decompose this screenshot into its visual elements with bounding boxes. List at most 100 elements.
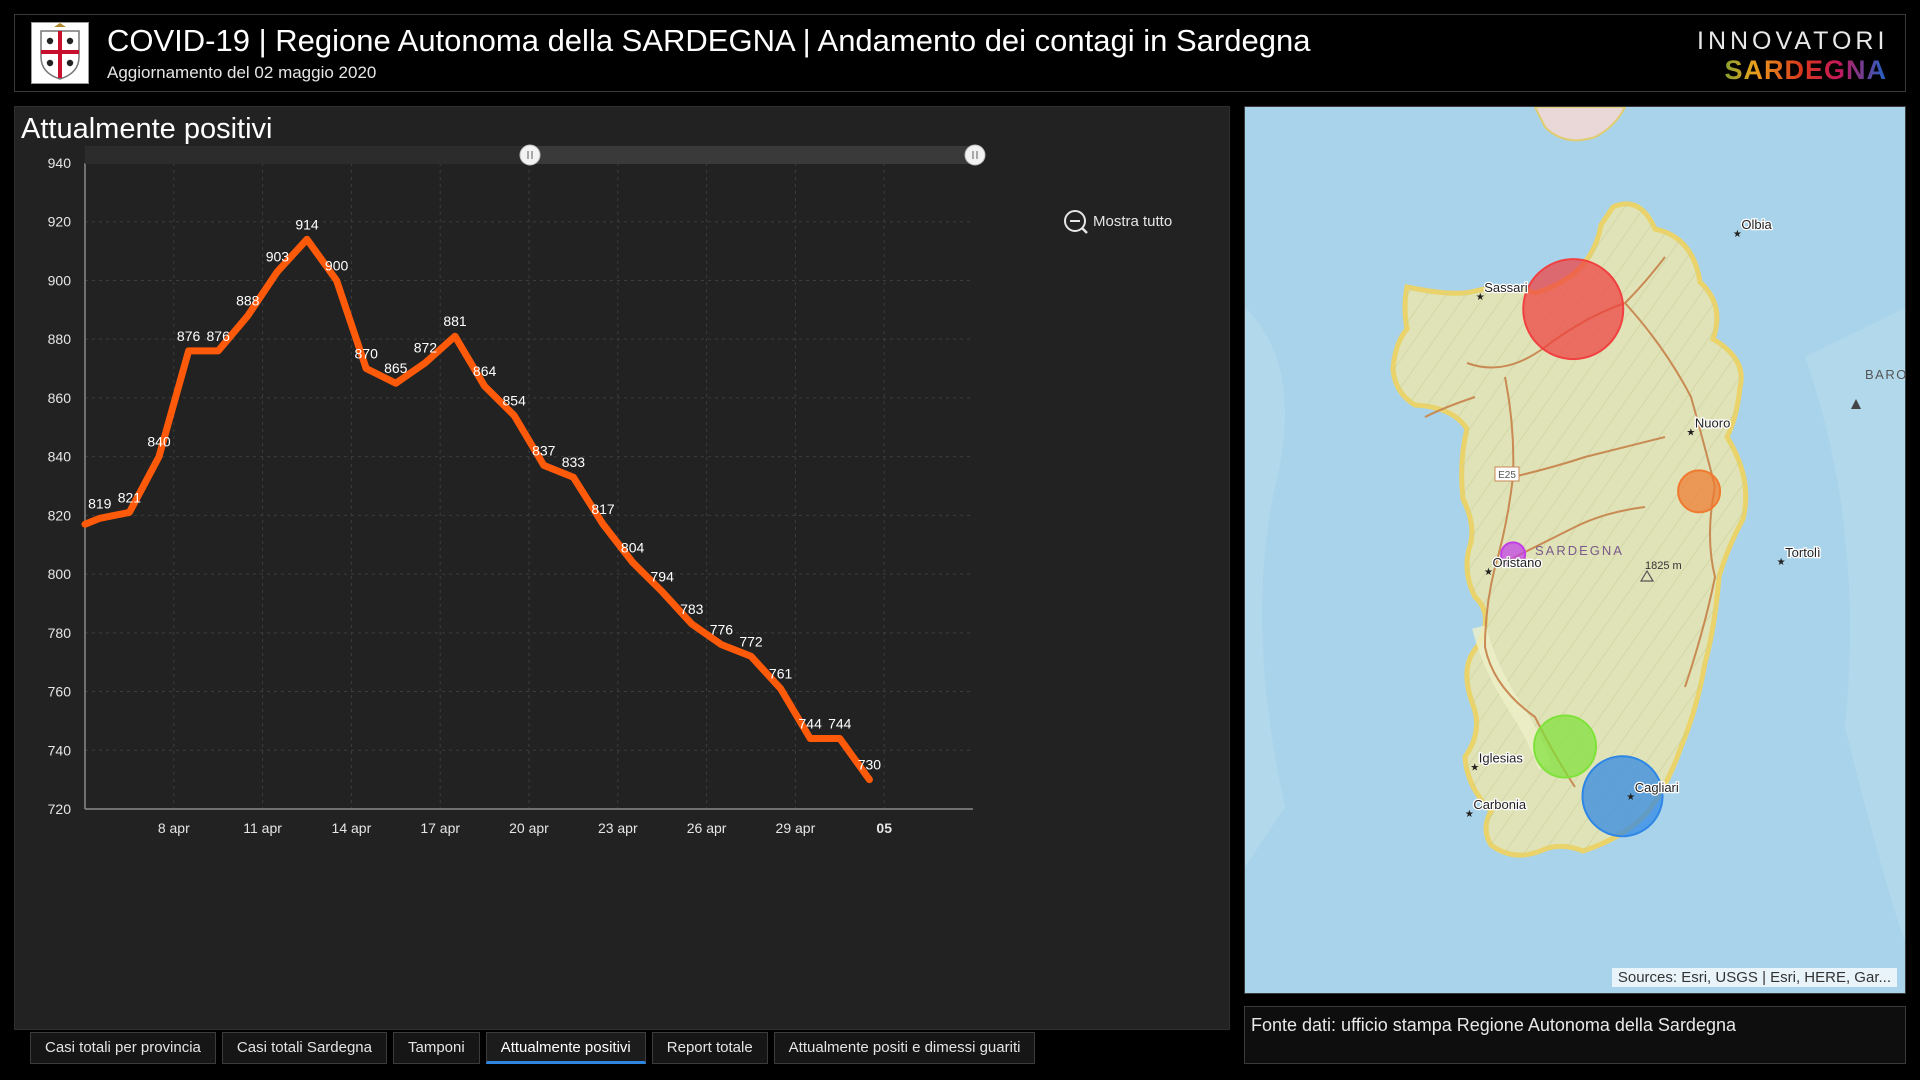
sardinia-map[interactable]: E25 SARDEGNA 1825 m BARONIE SEAMOUNT ★Sa… xyxy=(1245,107,1906,994)
seamount-label: BARONIE SEAMOUNT xyxy=(1865,367,1906,382)
header-bar: COVID-19 | Regione Autonoma della SARDEG… xyxy=(14,14,1906,92)
series-line[interactable] xyxy=(81,235,873,784)
data-label: 804 xyxy=(621,539,645,555)
zoom-out-icon xyxy=(1064,210,1086,232)
data-label: 900 xyxy=(325,257,349,273)
data-point[interactable] xyxy=(570,474,577,481)
data-point[interactable] xyxy=(511,412,518,419)
data-point[interactable] xyxy=(452,333,458,340)
tab-report-totale[interactable]: Report totale xyxy=(651,1032,768,1064)
case-bubble[interactable] xyxy=(1522,258,1625,361)
city-star-icon: ★ xyxy=(1470,762,1479,773)
data-point[interactable] xyxy=(629,559,636,566)
map-panel[interactable]: E25 SARDEGNA 1825 m BARONIE SEAMOUNT ★Sa… xyxy=(1244,106,1906,994)
data-point[interactable] xyxy=(422,359,429,366)
case-bubble[interactable] xyxy=(1581,755,1664,838)
data-point[interactable] xyxy=(82,521,88,528)
data-point[interactable] xyxy=(659,588,666,595)
tab-tamponi[interactable]: Tamponi xyxy=(393,1032,480,1064)
data-label: 772 xyxy=(739,633,763,649)
y-tick-label: 920 xyxy=(48,214,72,230)
data-label: 794 xyxy=(651,569,675,585)
data-label: 837 xyxy=(532,442,556,458)
y-tick-label: 940 xyxy=(48,155,72,171)
road-label-e25: E25 xyxy=(1498,470,1516,481)
corsica-tip xyxy=(1533,107,1627,142)
sea-relief xyxy=(1245,307,1285,867)
tab-bar: Casi totali per provincia Casi totali Sa… xyxy=(30,1032,1041,1066)
case-bubble[interactable] xyxy=(1677,469,1722,514)
y-tick-label: 900 xyxy=(48,272,72,288)
data-point[interactable] xyxy=(244,312,251,319)
data-point[interactable] xyxy=(600,521,606,528)
data-label: 817 xyxy=(591,501,615,517)
scrollbar-end-grip[interactable] xyxy=(964,144,986,166)
y-tick-label: 880 xyxy=(48,331,72,347)
data-point[interactable] xyxy=(866,776,873,783)
map-attribution[interactable]: Sources: Esri, USGS | Esri, HERE, Gar... xyxy=(1611,968,1897,987)
data-point[interactable] xyxy=(777,685,784,692)
data-point[interactable] xyxy=(748,653,754,660)
tab-positivi-dimessi-guariti[interactable]: Attualmente positi e dimessi guariti xyxy=(773,1032,1036,1064)
x-tick-label: 8 apr xyxy=(158,820,190,836)
case-bubble[interactable] xyxy=(1500,541,1527,568)
seamount-icon xyxy=(1851,399,1861,409)
y-tick-label: 800 xyxy=(48,566,72,582)
region-label: SARDEGNA xyxy=(1535,543,1624,558)
data-label: 876 xyxy=(177,328,201,344)
city-label: Cagliari xyxy=(1635,780,1679,795)
y-tick-label: 760 xyxy=(48,684,72,700)
scrollbar-start-grip[interactable] xyxy=(519,144,541,166)
data-label: 865 xyxy=(384,360,408,376)
data-point[interactable] xyxy=(807,735,814,742)
data-point[interactable] xyxy=(304,236,310,243)
data-label: 783 xyxy=(680,601,704,617)
data-point[interactable] xyxy=(836,735,843,742)
scrollbar-thumb[interactable] xyxy=(530,146,975,164)
data-point[interactable] xyxy=(540,462,547,469)
tab-attualmente-positivi[interactable]: Attualmente positivi xyxy=(485,1032,646,1064)
city-star-icon: ★ xyxy=(1476,292,1485,303)
data-point[interactable] xyxy=(156,453,162,460)
data-point[interactable] xyxy=(392,380,399,387)
sea-relief-east xyxy=(1805,307,1905,942)
brand-bottom-text: SARDEGNA xyxy=(1697,55,1887,85)
data-point[interactable] xyxy=(126,509,133,516)
city-star-icon: ★ xyxy=(1626,792,1635,803)
data-point[interactable] xyxy=(215,347,222,354)
city-label: Olbia xyxy=(1741,217,1772,232)
data-point[interactable] xyxy=(333,277,340,284)
data-point[interactable] xyxy=(96,515,103,522)
chart-panel-title: Attualmente positivi xyxy=(21,113,273,145)
city-star-icon: ★ xyxy=(1484,567,1493,578)
y-tick-label: 860 xyxy=(48,390,72,406)
city-star-icon: ★ xyxy=(1686,428,1695,439)
case-bubble[interactable] xyxy=(1533,714,1598,779)
data-point[interactable] xyxy=(481,383,488,390)
data-label: 821 xyxy=(118,489,142,505)
tab-casi-totali-provincia[interactable]: Casi totali per provincia xyxy=(30,1032,216,1064)
data-source-text: Fonte dati: ufficio stampa Regione Auton… xyxy=(1251,1015,1736,1035)
city-star-icon: ★ xyxy=(1465,809,1474,820)
y-tick-label: 820 xyxy=(48,507,72,523)
x-tick-label: 20 apr xyxy=(509,820,549,836)
x-tick-label: 26 apr xyxy=(687,820,727,836)
data-point[interactable] xyxy=(185,347,192,354)
data-label: 870 xyxy=(355,346,379,362)
data-label: 864 xyxy=(473,363,497,379)
y-tick-label: 740 xyxy=(48,742,72,758)
show-all-button[interactable]: Mostra tutto xyxy=(1064,210,1172,234)
y-tick-label: 720 xyxy=(48,801,72,817)
data-point[interactable] xyxy=(718,641,725,648)
page-title: COVID-19 | Regione Autonoma della SARDEG… xyxy=(107,23,1311,58)
peak-icon xyxy=(1639,569,1655,582)
chart-panel: Attualmente positivi 720 740 760 780 800 820 8… xyxy=(14,106,1230,1030)
y-tick-label: 840 xyxy=(48,449,72,465)
tab-casi-totali-sardegna[interactable]: Casi totali Sardegna xyxy=(221,1032,387,1064)
data-source-panel: Fonte dati: ufficio stampa Regione Auton… xyxy=(1244,1006,1906,1064)
city-label: Carbonia xyxy=(1473,797,1527,812)
data-point[interactable] xyxy=(688,621,695,628)
data-point[interactable] xyxy=(274,268,281,275)
x-tick-label: 23 apr xyxy=(598,820,638,836)
data-point[interactable] xyxy=(363,365,370,372)
